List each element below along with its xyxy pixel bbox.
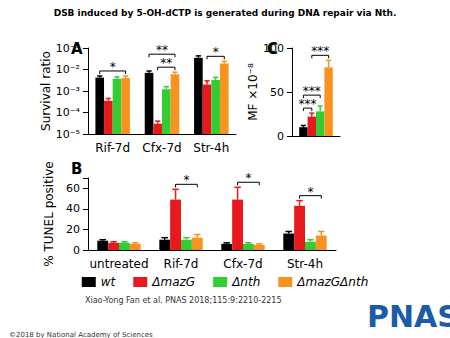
svg-text:C: C — [267, 40, 278, 58]
svg-text:ΔmazG: ΔmazG — [151, 275, 195, 289]
svg-text:*: * — [110, 60, 116, 74]
svg-text:Xiao-Yong Fan et al. PNAS 2018: Xiao-Yong Fan et al. PNAS 2018;115:9:221… — [85, 296, 282, 305]
svg-text:©2018 by National Academy of S: ©2018 by National Academy of Sciences — [9, 331, 153, 338]
svg-text:Cfx-7d: Cfx-7d — [223, 257, 262, 271]
svg-text:wt: wt — [101, 275, 117, 289]
svg-text:MF ×10⁻⁸: MF ×10⁻⁸ — [246, 63, 260, 121]
svg-text:60: 60 — [66, 182, 80, 195]
svg-text:Survival ratio: Survival ratio — [39, 51, 53, 131]
svg-text:B: B — [71, 160, 82, 178]
svg-text:Cfx-7d: Cfx-7d — [142, 141, 181, 155]
svg-text:***: *** — [299, 97, 317, 111]
svg-text:***: *** — [303, 84, 321, 98]
svg-text:***: *** — [311, 44, 329, 58]
svg-text:10⁻⁵: 10⁻⁵ — [56, 128, 80, 141]
svg-text:Rif-7d: Rif-7d — [164, 257, 199, 271]
svg-text:untreated: untreated — [89, 257, 148, 271]
svg-text:DSB induced by 5-OH-dCTP is ge: DSB induced by 5-OH-dCTP is generated du… — [54, 8, 397, 18]
svg-text:10⁻¹: 10⁻¹ — [55, 41, 80, 55]
svg-text:Str-4h: Str-4h — [287, 257, 323, 271]
svg-text:0: 0 — [73, 244, 80, 257]
svg-text:A: A — [71, 40, 83, 58]
svg-text:*: * — [307, 185, 313, 199]
svg-text:50: 50 — [270, 86, 284, 99]
svg-text:Str-4h: Str-4h — [193, 141, 229, 155]
svg-text:Rif-7d: Rif-7d — [95, 141, 130, 155]
svg-text:**: ** — [160, 56, 172, 70]
svg-text:0: 0 — [277, 130, 284, 143]
svg-text:10⁻⁴: 10⁻⁴ — [56, 106, 81, 119]
svg-text:20: 20 — [66, 223, 80, 236]
svg-text:10⁻³: 10⁻³ — [56, 85, 80, 98]
svg-text:Δnth: Δnth — [231, 275, 260, 289]
svg-text:*: * — [245, 171, 251, 185]
svg-text:10⁻²: 10⁻² — [56, 63, 80, 76]
svg-text:ΔmazGΔnth: ΔmazGΔnth — [296, 275, 368, 289]
svg-text:**: ** — [156, 43, 168, 57]
svg-text:*: * — [183, 173, 189, 187]
svg-text:PNAS: PNAS — [367, 299, 450, 334]
svg-text:*: * — [213, 45, 219, 59]
svg-text:40: 40 — [66, 202, 80, 215]
svg-text:% TUNEL positive: % TUNEL positive — [42, 161, 56, 266]
